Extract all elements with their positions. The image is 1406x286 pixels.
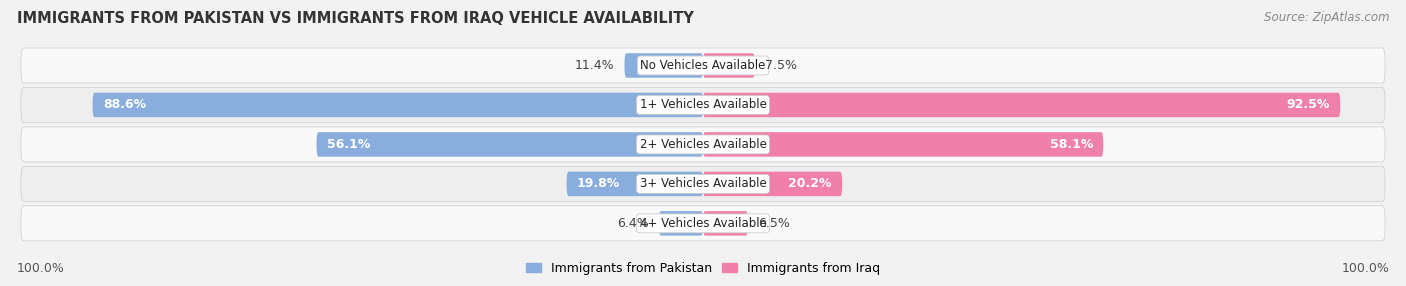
FancyBboxPatch shape (703, 53, 755, 78)
Text: 4+ Vehicles Available: 4+ Vehicles Available (640, 217, 766, 230)
FancyBboxPatch shape (624, 53, 703, 78)
Text: 3+ Vehicles Available: 3+ Vehicles Available (640, 177, 766, 190)
Text: 20.2%: 20.2% (789, 177, 832, 190)
FancyBboxPatch shape (703, 172, 842, 196)
FancyBboxPatch shape (659, 211, 703, 236)
FancyBboxPatch shape (703, 93, 1340, 117)
Text: 56.1%: 56.1% (326, 138, 370, 151)
Text: 7.5%: 7.5% (765, 59, 797, 72)
FancyBboxPatch shape (21, 127, 1385, 162)
Text: 6.5%: 6.5% (758, 217, 790, 230)
Text: 2+ Vehicles Available: 2+ Vehicles Available (640, 138, 766, 151)
Text: Source: ZipAtlas.com: Source: ZipAtlas.com (1264, 11, 1389, 24)
Text: 19.8%: 19.8% (576, 177, 620, 190)
Text: 58.1%: 58.1% (1049, 138, 1092, 151)
FancyBboxPatch shape (567, 172, 703, 196)
Legend: Immigrants from Pakistan, Immigrants from Iraq: Immigrants from Pakistan, Immigrants fro… (520, 257, 886, 280)
Text: 92.5%: 92.5% (1286, 98, 1330, 112)
FancyBboxPatch shape (21, 206, 1385, 241)
Text: 100.0%: 100.0% (17, 262, 65, 275)
FancyBboxPatch shape (21, 166, 1385, 201)
FancyBboxPatch shape (21, 48, 1385, 83)
Text: 11.4%: 11.4% (575, 59, 614, 72)
FancyBboxPatch shape (93, 93, 703, 117)
FancyBboxPatch shape (21, 88, 1385, 122)
Text: 1+ Vehicles Available: 1+ Vehicles Available (640, 98, 766, 112)
FancyBboxPatch shape (703, 132, 1104, 157)
FancyBboxPatch shape (703, 211, 748, 236)
Text: IMMIGRANTS FROM PAKISTAN VS IMMIGRANTS FROM IRAQ VEHICLE AVAILABILITY: IMMIGRANTS FROM PAKISTAN VS IMMIGRANTS F… (17, 11, 693, 26)
Text: 88.6%: 88.6% (103, 98, 146, 112)
Text: 6.4%: 6.4% (617, 217, 648, 230)
Text: No Vehicles Available: No Vehicles Available (640, 59, 766, 72)
FancyBboxPatch shape (316, 132, 703, 157)
Text: 100.0%: 100.0% (1341, 262, 1389, 275)
